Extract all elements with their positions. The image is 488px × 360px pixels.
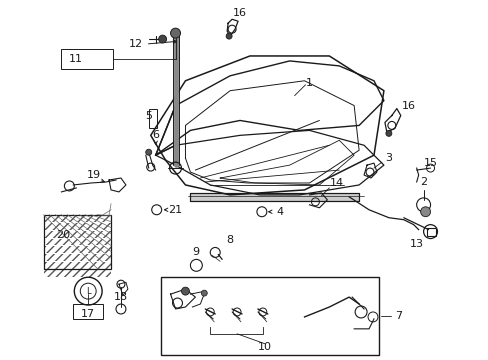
Text: 16: 16 [401,100,415,111]
Text: 10: 10 [257,342,271,352]
Bar [73,304,103,319]
Text: 8: 8 [226,234,233,244]
Circle shape [158,35,166,43]
Circle shape [170,28,180,38]
Circle shape [385,130,391,136]
Text: 9: 9 [191,247,199,257]
Bar [161,277,378,355]
Circle shape [201,290,207,296]
Bar [426,228,435,235]
Text: 2: 2 [419,177,427,187]
Text: 13: 13 [409,239,423,249]
Text: 4: 4 [276,207,283,217]
Text: 6: 6 [152,130,159,140]
Text: 19: 19 [87,170,101,180]
Text: 16: 16 [233,8,246,18]
Text: 1: 1 [305,78,312,88]
Bar [43,215,111,269]
Text: 14: 14 [329,178,344,188]
Text: L: L [86,287,90,296]
Circle shape [145,149,151,155]
Circle shape [225,33,232,39]
Text: 7: 7 [394,311,402,321]
Bar [190,193,358,201]
Text: 21: 21 [168,205,182,215]
Text: 15: 15 [423,158,437,168]
Text: 20: 20 [56,230,70,239]
Bar [61,49,113,69]
Circle shape [181,287,189,295]
Text: 5: 5 [145,111,152,121]
Text: 12: 12 [128,39,142,49]
Text: 11: 11 [69,54,83,64]
Circle shape [420,207,429,217]
Text: 17: 17 [81,309,95,319]
Text: 3: 3 [385,153,391,163]
Bar [148,109,156,129]
Bar [190,193,358,201]
Text: 18: 18 [114,292,128,302]
